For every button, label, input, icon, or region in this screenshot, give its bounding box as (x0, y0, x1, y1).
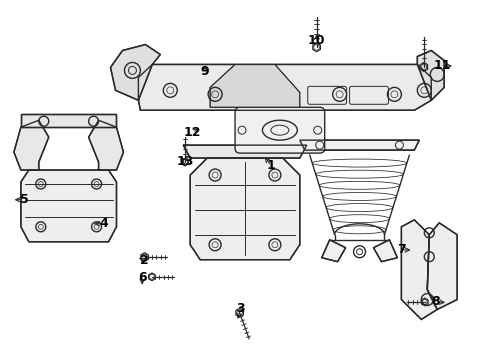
Text: 4: 4 (100, 217, 108, 230)
Text: 7: 7 (396, 243, 405, 256)
Polygon shape (138, 64, 430, 110)
Polygon shape (401, 220, 436, 319)
Text: 8: 8 (431, 296, 439, 309)
Polygon shape (190, 158, 299, 260)
Text: 12: 12 (183, 126, 201, 139)
Text: 11: 11 (433, 59, 450, 72)
Polygon shape (21, 114, 116, 127)
Polygon shape (210, 64, 299, 107)
Polygon shape (110, 45, 160, 100)
Polygon shape (299, 140, 419, 150)
Polygon shape (321, 240, 345, 262)
Text: 5: 5 (20, 193, 29, 206)
Text: 1: 1 (266, 159, 275, 172)
FancyBboxPatch shape (235, 107, 324, 153)
Text: 6: 6 (138, 271, 146, 284)
Polygon shape (14, 120, 49, 170)
Polygon shape (373, 240, 397, 262)
Text: 13: 13 (176, 155, 193, 168)
Polygon shape (427, 223, 456, 310)
Polygon shape (416, 50, 443, 100)
Polygon shape (183, 145, 306, 158)
Polygon shape (21, 170, 116, 242)
Text: 2: 2 (140, 254, 149, 267)
Text: 10: 10 (307, 34, 325, 48)
Polygon shape (88, 120, 123, 170)
Text: 3: 3 (236, 302, 244, 315)
Text: 9: 9 (200, 65, 208, 78)
